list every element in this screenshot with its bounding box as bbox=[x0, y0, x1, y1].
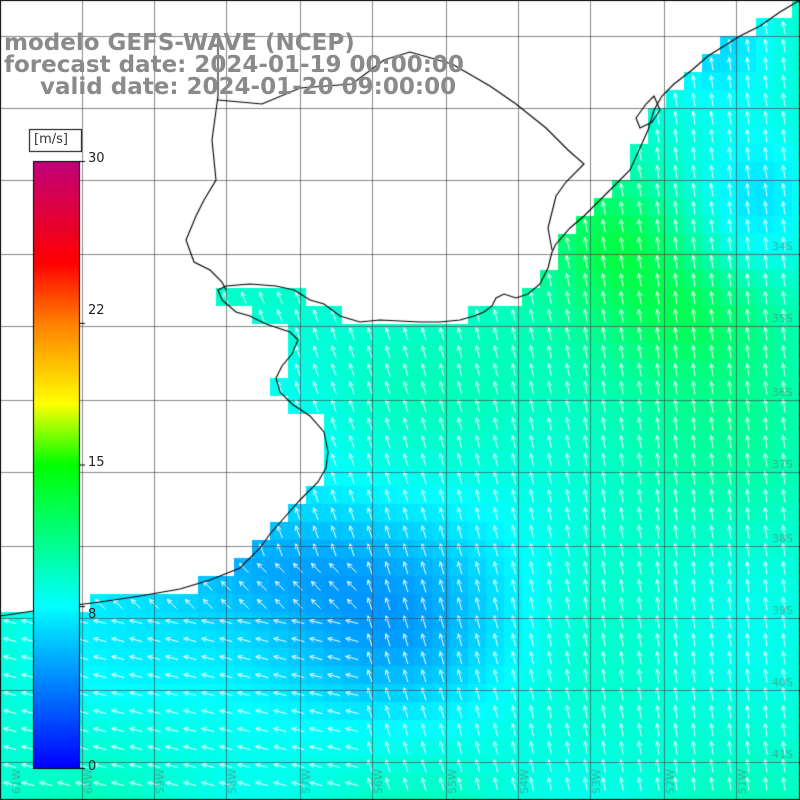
colorbar-tick-22: 22 bbox=[88, 303, 105, 318]
colorbar-tick-8: 8 bbox=[88, 607, 97, 622]
map-title-model: modelo GEFS-WAVE (NCEP) bbox=[4, 30, 355, 56]
colorbar-tick-30: 30 bbox=[88, 151, 105, 166]
map-title-forecast-date: forecast date: 2024-01-19 00:00:00 bbox=[4, 52, 464, 78]
colorbar-tick-0: 0 bbox=[88, 759, 97, 774]
colorbar-tick-15: 15 bbox=[88, 455, 105, 470]
map-title-valid-date: valid date: 2024-01-20 09:00:00 bbox=[40, 74, 457, 100]
colorbar-unit: [m/s] bbox=[34, 132, 68, 147]
